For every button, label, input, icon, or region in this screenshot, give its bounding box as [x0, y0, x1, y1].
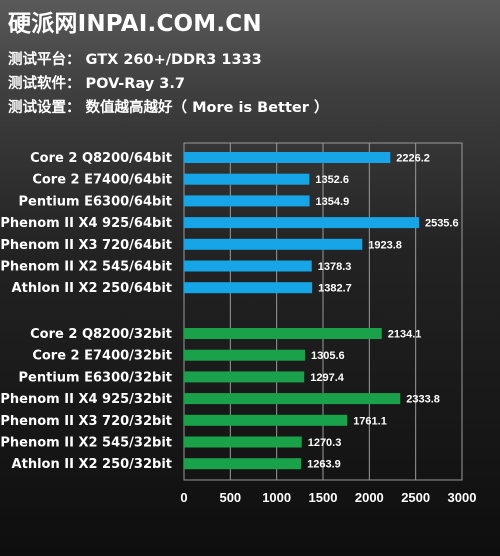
bar [184, 217, 419, 229]
category-label: Core 2 E7400/32bit [32, 349, 172, 364]
category-label: Athlon II X2 250/64bit [12, 281, 172, 296]
category-label: Phenom II X3 720/32bit [0, 414, 172, 429]
value-label: 1378.3 [318, 261, 352, 273]
category-label: Phenom II X3 720/64bit [0, 238, 172, 253]
x-tick-label: 0 [180, 490, 187, 505]
category-label: Phenom II X4 925/32bit [0, 392, 172, 407]
bar [184, 371, 305, 383]
value-label: 1305.6 [311, 350, 345, 362]
value-label: 1923.8 [368, 239, 402, 251]
value-label: 1761.1 [353, 415, 387, 427]
test-platform-line: 测试平台： GTX 260+/DDR3 1333 [8, 52, 262, 68]
bar [184, 173, 310, 185]
x-tick-label: 2500 [401, 490, 430, 505]
value-label: 1263.9 [307, 459, 341, 471]
bar [184, 238, 363, 250]
bar [184, 393, 401, 405]
value-label: 2535.6 [425, 218, 459, 230]
bar [184, 282, 313, 294]
site-title: 硬派网INPAI.COM.CN [8, 11, 262, 37]
bar [184, 195, 310, 207]
value-label: 1297.4 [310, 372, 345, 384]
value-label: 2134.1 [388, 329, 422, 341]
value-label: 1270.3 [308, 437, 342, 449]
category-label: Phenom II X4 925/64bit [0, 216, 172, 231]
category-label: Core 2 Q8200/64bit [30, 151, 172, 166]
value-label: 1382.7 [318, 283, 352, 295]
category-label: Core 2 E7400/64bit [32, 173, 172, 188]
bar [184, 349, 305, 361]
test-software-line: 测试软件： POV-Ray 3.7 [8, 76, 185, 92]
value-label: 2226.2 [396, 153, 430, 165]
x-tick-label: 3000 [448, 490, 477, 505]
bar [184, 458, 302, 470]
x-tick-label: 500 [219, 490, 241, 505]
x-tick-label: 2000 [355, 490, 384, 505]
category-label: Phenom II X2 545/32bit [0, 436, 172, 451]
category-label: Athlon II X2 250/32bit [12, 457, 172, 472]
bar [184, 414, 348, 426]
bar [184, 436, 302, 448]
test-setting-line: 测试设置： 数值越高越好（ More is Better ） [8, 100, 329, 116]
bar [184, 260, 312, 272]
category-label: Core 2 Q8200/32bit [30, 327, 172, 342]
value-label: 2333.8 [406, 394, 440, 406]
value-label: 1352.6 [315, 174, 349, 186]
category-label: Pentium E6300/32bit [19, 370, 172, 385]
x-tick-label: 1000 [262, 490, 291, 505]
value-label: 1354.9 [316, 196, 350, 208]
x-tick-label: 1500 [309, 490, 338, 505]
category-label: Phenom II X2 545/64bit [0, 260, 172, 275]
category-label: Pentium E6300/64bit [19, 194, 172, 209]
bar [184, 152, 391, 163]
bar [184, 328, 382, 339]
